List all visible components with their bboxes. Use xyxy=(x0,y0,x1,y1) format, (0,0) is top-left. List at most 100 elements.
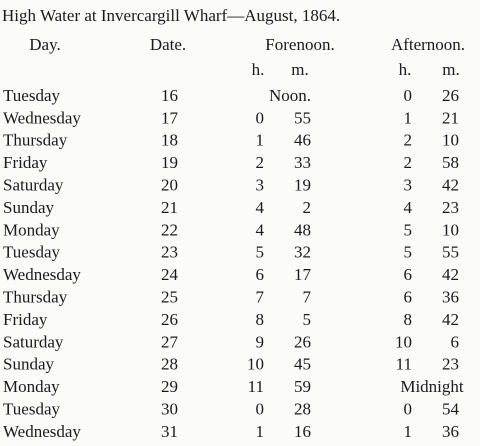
hours: 10 xyxy=(395,332,412,351)
hours: 2 xyxy=(404,153,413,172)
minutes: 16 xyxy=(294,422,311,441)
hours: 2 xyxy=(256,153,265,172)
hours: 7 xyxy=(256,288,265,307)
hours: 1 xyxy=(404,108,413,127)
minutes: 2 xyxy=(303,198,312,217)
day: Friday xyxy=(3,310,48,329)
minutes: 26 xyxy=(442,86,459,105)
hours: 0 xyxy=(404,400,413,419)
hours: 0 xyxy=(256,400,265,419)
date: 19 xyxy=(161,153,178,172)
minutes: 6 xyxy=(451,332,460,351)
unit: m. xyxy=(442,60,459,79)
hours: 2 xyxy=(404,131,413,150)
minutes: 36 xyxy=(442,288,459,307)
hours: 8 xyxy=(256,310,265,329)
minutes: 55 xyxy=(294,108,311,127)
day: Monday xyxy=(3,377,60,396)
day: Saturday xyxy=(3,176,64,195)
minutes: 42 xyxy=(442,265,459,284)
date: 26 xyxy=(161,310,178,329)
date: 23 xyxy=(161,243,178,262)
date: 30 xyxy=(161,400,178,419)
minutes: 36 xyxy=(442,422,459,441)
hours: 8 xyxy=(404,310,413,329)
minutes: 42 xyxy=(442,310,459,329)
hours: 1 xyxy=(256,131,265,150)
minutes: 26 xyxy=(294,332,311,351)
minutes: 33 xyxy=(294,153,311,172)
unit: h. xyxy=(399,60,412,79)
date: 24 xyxy=(161,265,179,284)
hours: 5 xyxy=(256,243,265,262)
minutes: 21 xyxy=(442,108,459,127)
minutes: 48 xyxy=(294,220,311,239)
minutes: 45 xyxy=(294,355,311,374)
minutes: 10 xyxy=(442,131,459,150)
minutes: 42 xyxy=(442,176,459,195)
date: 16 xyxy=(161,86,178,105)
date: 28 xyxy=(161,355,178,374)
minutes: 23 xyxy=(442,198,459,217)
hours: 11 xyxy=(248,377,264,396)
hours: 5 xyxy=(404,220,413,239)
hours: 4 xyxy=(256,198,265,217)
hours: 11 xyxy=(396,355,412,374)
hours: 3 xyxy=(256,176,265,195)
hours: 1 xyxy=(404,422,413,441)
day: Friday xyxy=(3,153,48,172)
minutes: 59 xyxy=(294,377,311,396)
date: 18 xyxy=(161,131,178,150)
day: Thursday xyxy=(3,131,68,150)
date: 17 xyxy=(161,108,179,127)
minutes: 7 xyxy=(303,288,312,307)
hours: 4 xyxy=(256,220,265,239)
day: Tuesday xyxy=(3,400,60,419)
date: 20 xyxy=(161,176,178,195)
date: 27 xyxy=(161,332,179,351)
day: Wednesday xyxy=(3,422,81,441)
day: Thursday xyxy=(3,288,68,307)
date: 31 xyxy=(161,422,178,441)
hours: 1 xyxy=(256,422,265,441)
hours: 0 xyxy=(404,86,413,105)
hours: 6 xyxy=(404,265,413,284)
minutes: 10 xyxy=(442,220,459,239)
date: 22 xyxy=(161,220,178,239)
hours: 9 xyxy=(256,332,265,351)
hours: 10 xyxy=(247,355,264,374)
title: High Water at Invercargill Wharf—August,… xyxy=(2,6,340,25)
header-afternoon: Afternoon. xyxy=(391,35,465,54)
unit: h. xyxy=(252,60,265,79)
date: 21 xyxy=(161,198,178,217)
header-date: Date. xyxy=(150,35,186,54)
day: Wednesday xyxy=(3,108,81,127)
day: Wednesday xyxy=(3,265,81,284)
header-forenoon: Forenoon. xyxy=(265,35,334,54)
date: 29 xyxy=(161,377,178,396)
hours: 6 xyxy=(256,265,265,284)
hours: 5 xyxy=(404,243,413,262)
day: Sunday xyxy=(3,355,55,374)
minutes: 55 xyxy=(442,243,459,262)
unit: m. xyxy=(291,60,308,79)
hours: 0 xyxy=(256,108,265,127)
minutes: 28 xyxy=(294,400,311,419)
hours: 4 xyxy=(404,198,413,217)
hours: 3 xyxy=(404,176,413,195)
time-word: Midnight xyxy=(400,377,464,396)
minutes: 23 xyxy=(442,355,459,374)
minutes: 5 xyxy=(303,310,312,329)
minutes: 58 xyxy=(442,153,459,172)
minutes: 17 xyxy=(294,265,312,284)
minutes: 54 xyxy=(442,400,460,419)
hours: 6 xyxy=(404,288,413,307)
minutes: 19 xyxy=(294,176,311,195)
date: 25 xyxy=(161,288,178,307)
day: Sunday xyxy=(3,198,55,217)
day: Monday xyxy=(3,220,60,239)
minutes: 32 xyxy=(294,243,311,262)
day: Saturday xyxy=(3,332,64,351)
minutes: 46 xyxy=(294,131,311,150)
